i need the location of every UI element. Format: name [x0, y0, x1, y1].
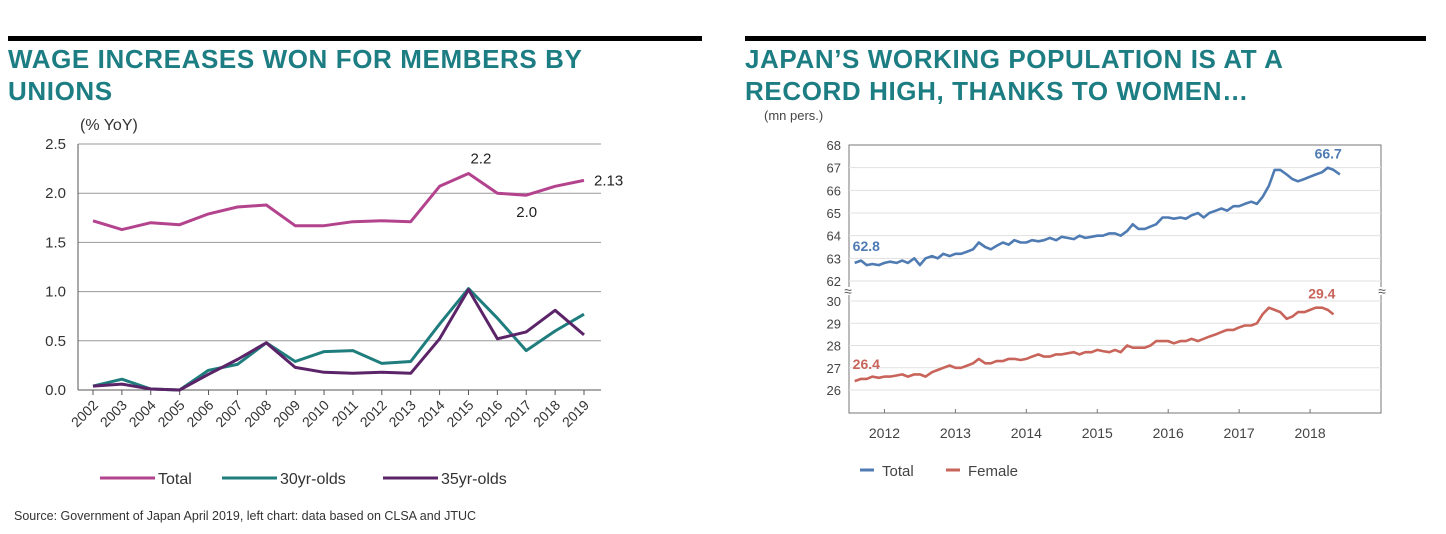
population-chart-panel: JAPAN’S WORKING POPULATION IS AT A RECOR…: [738, 0, 1446, 534]
top-rule: [8, 36, 702, 41]
x-tick-label: 2018: [1294, 425, 1325, 441]
y-tick-label: 64: [827, 229, 841, 244]
y-tick-label: 2.0: [45, 185, 66, 202]
y-tick-label: 29: [827, 316, 841, 331]
data-label: 2.13: [594, 172, 623, 189]
chart-title: JAPAN’S WORKING POPULATION IS AT A RECOR…: [745, 43, 1425, 107]
y-tick-label: 62: [827, 274, 841, 289]
y-tick-label: 65: [827, 206, 841, 221]
y-tick-label: 0.5: [45, 333, 66, 350]
legend-label: Total: [158, 471, 192, 488]
y-tick-label: 30: [827, 294, 841, 309]
x-tick-label: 2016: [472, 397, 505, 430]
y-tick-label: 63: [827, 251, 841, 266]
x-tick-label: 2004: [126, 397, 159, 430]
y-tick-label: 68: [827, 138, 841, 153]
data-label: 66.7: [1315, 145, 1342, 161]
x-tick-label: 2010: [299, 397, 332, 430]
x-tick-label: 2014: [1011, 425, 1042, 441]
data-label: 2.2: [470, 151, 491, 168]
data-label: 62.8: [853, 238, 880, 254]
y-tick-label: 66: [827, 183, 841, 198]
chart-title: WAGE INCREASES WON FOR MEMBERS BY UNIONS: [8, 43, 698, 107]
x-tick-label: 2013: [385, 397, 418, 430]
x-tick-label: 2005: [154, 397, 187, 430]
axis-break-mask: [843, 287, 855, 295]
legend-label: Total: [882, 463, 914, 480]
x-tick-label: 2013: [940, 425, 971, 441]
y-axis-label: (% YoY): [80, 117, 138, 134]
y-tick-label: 0.0: [45, 382, 66, 399]
legend-label: 30yr-olds: [280, 471, 346, 488]
y-tick-label: 28: [827, 339, 841, 354]
data-label: 26.4: [853, 356, 880, 372]
plot-frame: [848, 144, 1382, 414]
x-tick-label: 2007: [212, 397, 245, 430]
series-line-35yr-olds: [92, 288, 585, 392]
wage-increase-chart: 0.00.51.01.52.02.5(% YoY)200220032004200…: [45, 117, 623, 488]
title-line-2: RECORD HIGH, THANKS TO WOMEN…: [745, 76, 1249, 106]
series-line-30yr-olds: [92, 287, 585, 392]
x-tick-label: 2018: [530, 397, 563, 430]
x-tick-label: 2015: [1082, 425, 1113, 441]
axis-break-mask: [1375, 287, 1387, 295]
x-tick-label: 2012: [357, 397, 390, 430]
y-tick-label: 2.5: [45, 136, 66, 153]
x-tick-label: 2002: [68, 397, 101, 430]
data-label: 29.4: [1308, 285, 1335, 301]
x-tick-label: 2006: [183, 397, 216, 430]
series-line-total: [92, 172, 585, 232]
y-tick-label: 67: [827, 161, 841, 176]
title-line-2: UNIONS: [8, 76, 113, 106]
x-tick-label: 2012: [869, 425, 900, 441]
series-line-female: [854, 306, 1335, 383]
axis-break-symbol: ≈: [844, 283, 852, 299]
y-tick-label: 1.5: [45, 234, 66, 251]
title-line-1: WAGE INCREASES WON FOR MEMBERS BY: [8, 44, 583, 74]
x-tick-label: 2017: [501, 397, 534, 430]
x-tick-label: 2009: [270, 397, 303, 430]
x-tick-label: 2003: [97, 397, 130, 430]
x-tick-label: 2014: [414, 397, 447, 430]
x-tick-label: 2016: [1153, 425, 1184, 441]
data-label: 2.0: [516, 204, 537, 221]
x-tick-label: 2011: [328, 397, 361, 430]
y-tick-label: 1.0: [45, 284, 66, 301]
y-tick-label: 26: [827, 383, 841, 398]
x-tick-label: 2008: [241, 397, 274, 430]
y-tick-label: 27: [827, 361, 841, 376]
top-rule: [745, 36, 1426, 41]
legend-label: Female: [968, 463, 1018, 480]
source-note: Source: Government of Japan April 2019, …: [14, 509, 477, 523]
wage-chart-panel: WAGE INCREASES WON FOR MEMBERS BY UNIONS…: [0, 0, 712, 534]
legend-label: 35yr-olds: [441, 471, 507, 488]
x-tick-label: 2017: [1224, 425, 1255, 441]
series-line-total: [854, 166, 1341, 267]
x-tick-label: 2019: [559, 397, 592, 430]
title-line-1: JAPAN’S WORKING POPULATION IS AT A: [745, 44, 1284, 74]
y-axis-label: (mn pers.): [764, 108, 823, 123]
axis-break-symbol: ≈: [1378, 283, 1386, 299]
x-tick-label: 2015: [443, 397, 476, 430]
